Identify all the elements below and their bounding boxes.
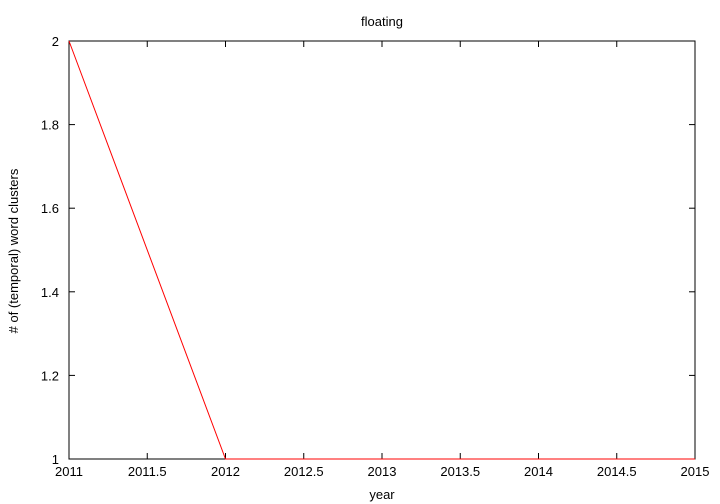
y-tick-label: 2 bbox=[52, 34, 59, 49]
plot-area: 2011 2011.5 2012 2012.5 2013 2013.5 2014 2014.5… bbox=[41, 34, 710, 479]
y-tick-label: 1.8 bbox=[41, 118, 59, 133]
x-tick-label: 2011 bbox=[55, 464, 83, 479]
y-tick-label: 1.6 bbox=[41, 201, 59, 216]
x-tick-label: 2012.5 bbox=[284, 464, 324, 479]
x-tick-label: 2012 bbox=[211, 464, 240, 479]
x-tick-label: 2014.5 bbox=[597, 464, 637, 479]
x-tick-label: 2013 bbox=[368, 464, 397, 479]
y-axis-label: # of (temporal) word clusters bbox=[6, 168, 21, 333]
y-tick-label: 1 bbox=[52, 452, 59, 467]
x-tick-label: 2015 bbox=[681, 464, 710, 479]
chart-title: floating bbox=[361, 14, 403, 29]
series-line bbox=[68, 40, 695, 460]
x-tick-label: 2013.5 bbox=[440, 464, 480, 479]
x-tick-label: 2011.5 bbox=[128, 464, 167, 479]
plot-frame bbox=[68, 40, 696, 460]
x-tick-label: 2014 bbox=[524, 464, 553, 479]
y-tick-label: 1.2 bbox=[41, 368, 59, 383]
y-tick-label: 1.4 bbox=[41, 285, 59, 300]
x-axis-label: year bbox=[369, 487, 395, 502]
